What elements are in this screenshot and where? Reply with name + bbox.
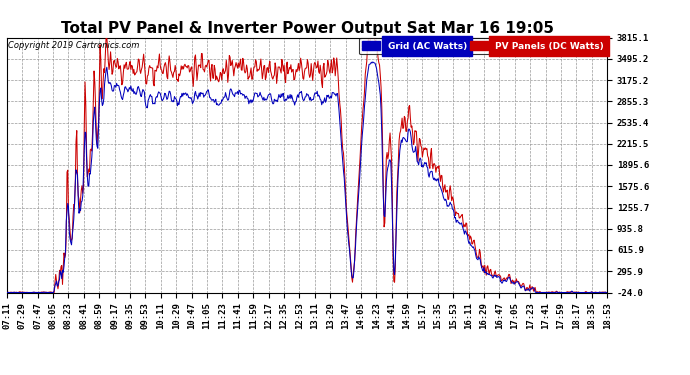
Title: Total PV Panel & Inverter Power Output Sat Mar 16 19:05: Total PV Panel & Inverter Power Output S… bbox=[61, 21, 553, 36]
Legend: Grid (AC Watts), PV Panels (DC Watts): Grid (AC Watts), PV Panels (DC Watts) bbox=[359, 38, 607, 54]
Text: Copyright 2019 Cartronics.com: Copyright 2019 Cartronics.com bbox=[8, 41, 139, 50]
